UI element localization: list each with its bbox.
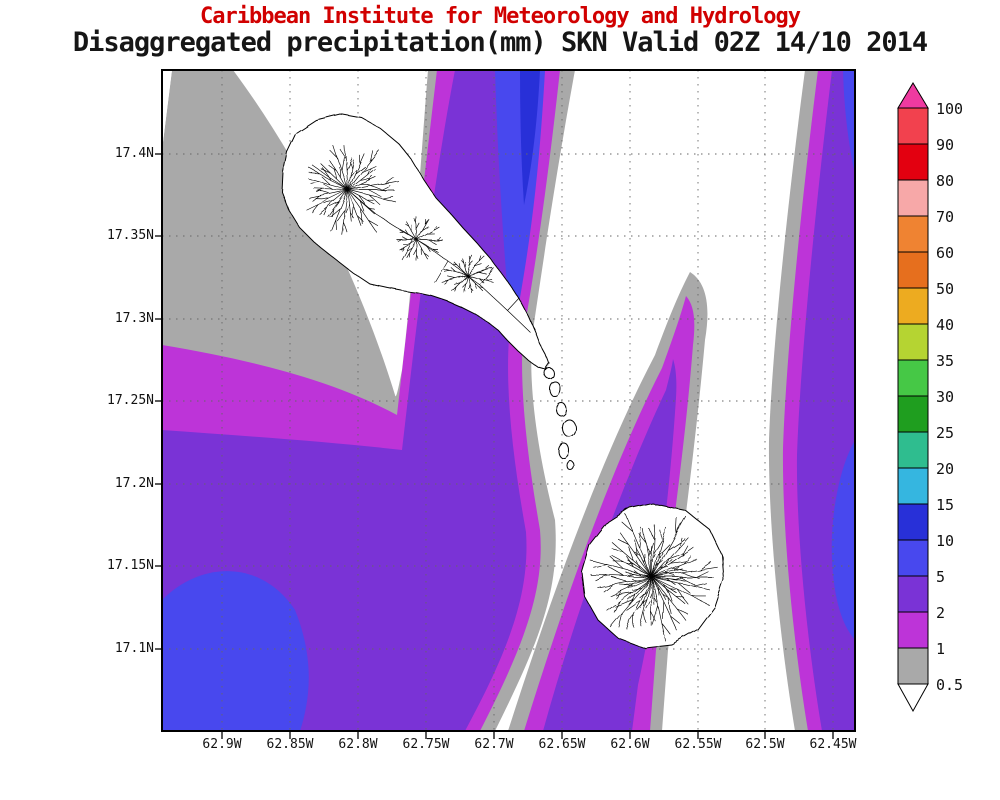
colorbar-label: 100 [936, 100, 964, 118]
st-kitts-coastline [281, 113, 550, 370]
colorbar-band [897, 395, 929, 433]
axis-tick-marks [155, 153, 834, 739]
colorbar-band [897, 251, 929, 289]
x-axis-label: 62.8W [338, 737, 378, 752]
y-axis-label: 17.2N [114, 476, 154, 491]
colorbar [897, 82, 929, 713]
colorbar-label: 25 [936, 424, 955, 442]
colorbar-cap-bottom [897, 683, 929, 713]
colorbar-band [897, 611, 929, 649]
y-axis-label: 17.15N [107, 558, 154, 573]
colorbar-band [897, 179, 929, 217]
colorbar-band [897, 575, 929, 613]
colorbar-band [897, 467, 929, 505]
x-axis-label: 62.75W [402, 737, 450, 752]
colorbar-band [897, 215, 929, 253]
x-axis-label: 62.65W [538, 737, 586, 752]
colorbar-band [897, 143, 929, 181]
colorbar-label: 5 [936, 568, 946, 586]
colorbar-band [897, 503, 929, 541]
x-axis-label: 62.85W [266, 737, 314, 752]
colorbar-label: 80 [936, 172, 955, 190]
colorbar-label: 0.5 [936, 676, 964, 694]
colorbar-band [897, 431, 929, 469]
colorbar-label: 70 [936, 208, 955, 226]
colorbar-label: 20 [936, 460, 955, 478]
x-axis-label: 62.9W [202, 737, 242, 752]
precip-patch-right-top-blue [843, 70, 855, 175]
precip-core-north-darkblue [520, 70, 540, 205]
colorbar-label: 35 [936, 352, 955, 370]
colorbar-label: 1 [936, 640, 946, 658]
colorbar-band [897, 323, 929, 361]
islands-layer [281, 113, 725, 649]
dry-corner-northwest [162, 70, 172, 150]
colorbar-label: 50 [936, 280, 955, 298]
x-axis-label: 62.45W [809, 737, 857, 752]
x-axis-label: 62.7W [474, 737, 514, 752]
st-kitts-drainage-network [306, 145, 531, 333]
y-axis-label: 17.35N [107, 228, 154, 243]
x-axis-label: 62.6W [610, 737, 650, 752]
colorbar-band [897, 107, 929, 145]
y-axis-label: 17.4N [114, 146, 154, 161]
map-frame [161, 69, 856, 732]
plot-title: Disaggregated precipitation(mm) SKN Vali… [72, 27, 928, 58]
colorbar-label: 30 [936, 388, 955, 406]
y-axis-label: 17.3N [114, 311, 154, 326]
institute-title: Caribbean Institute for Meteorology and … [199, 4, 801, 29]
colorbar-label: 40 [936, 316, 955, 334]
colorbar-band [897, 647, 929, 685]
nevis-drainage-network [590, 513, 718, 642]
colorbar-band [897, 539, 929, 577]
y-axis-label: 17.1N [114, 641, 154, 656]
y-axis-label: 17.25N [107, 393, 154, 408]
x-axis-label: 62.55W [674, 737, 722, 752]
colorbar-cap-top [897, 82, 929, 109]
colorbar-label: 60 [936, 244, 955, 262]
colorbar-label: 10 [936, 532, 955, 550]
precip-patch-southwest-blue [162, 571, 309, 731]
precip-patch-right-mid-blue [831, 440, 855, 640]
islet-chain [544, 367, 576, 471]
colorbar-label: 2 [936, 604, 946, 622]
colorbar-band [897, 287, 929, 325]
colorbar-band [897, 359, 929, 397]
colorbar-label: 15 [936, 496, 955, 514]
x-axis-label: 62.5W [745, 737, 785, 752]
colorbar-label: 90 [936, 136, 955, 154]
